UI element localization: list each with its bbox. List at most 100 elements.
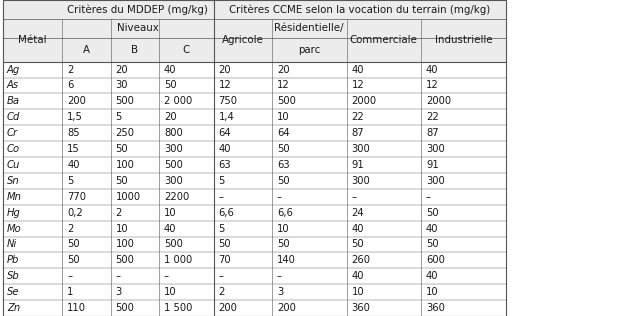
- Text: 5: 5: [67, 176, 73, 186]
- Text: C: C: [183, 45, 190, 55]
- Text: 600: 600: [426, 255, 445, 265]
- Text: 200: 200: [277, 303, 296, 313]
- Text: 40: 40: [426, 271, 438, 281]
- Text: 50: 50: [67, 240, 79, 249]
- Bar: [3, 0, 506, 316]
- Text: 50: 50: [426, 240, 438, 249]
- Text: A: A: [83, 45, 90, 55]
- Text: 6: 6: [67, 81, 73, 90]
- Text: Mn: Mn: [7, 192, 22, 202]
- Text: B: B: [131, 45, 138, 55]
- Text: 10: 10: [164, 287, 176, 297]
- Text: 2 000: 2 000: [164, 96, 192, 106]
- Text: Hg: Hg: [7, 208, 20, 218]
- Text: 15: 15: [67, 144, 80, 154]
- Text: 500: 500: [116, 96, 134, 106]
- Text: 6,6: 6,6: [219, 208, 235, 218]
- Text: 85: 85: [67, 128, 79, 138]
- Text: 12: 12: [351, 81, 365, 90]
- Text: –: –: [219, 192, 224, 202]
- Text: 50: 50: [67, 255, 79, 265]
- Text: Ba: Ba: [7, 96, 20, 106]
- Text: 64: 64: [277, 128, 289, 138]
- Text: 750: 750: [219, 96, 238, 106]
- Bar: [3, 0, 506, 62]
- Text: Résidentielle/: Résidentielle/: [274, 23, 344, 33]
- Text: 2000: 2000: [426, 96, 451, 106]
- Text: –: –: [351, 192, 356, 202]
- Text: 300: 300: [351, 144, 370, 154]
- Text: 20: 20: [164, 112, 176, 122]
- Text: 500: 500: [116, 255, 134, 265]
- Text: 87: 87: [426, 128, 438, 138]
- Text: –: –: [277, 192, 282, 202]
- Text: 1 500: 1 500: [164, 303, 193, 313]
- Text: 500: 500: [116, 303, 134, 313]
- Text: parc: parc: [298, 45, 320, 55]
- Text: 40: 40: [351, 223, 364, 234]
- Text: 6,6: 6,6: [277, 208, 293, 218]
- Text: 50: 50: [219, 240, 231, 249]
- Text: 300: 300: [164, 176, 183, 186]
- Text: 2: 2: [67, 223, 73, 234]
- Text: 12: 12: [277, 81, 290, 90]
- Text: 10: 10: [426, 287, 438, 297]
- Text: 22: 22: [351, 112, 365, 122]
- Text: 20: 20: [116, 64, 128, 75]
- Text: 100: 100: [116, 240, 134, 249]
- Text: Sn: Sn: [7, 176, 20, 186]
- Text: 500: 500: [164, 160, 183, 170]
- Text: 24: 24: [351, 208, 364, 218]
- Text: 300: 300: [164, 144, 183, 154]
- Text: Critères du MDDEP (mg/kg): Critères du MDDEP (mg/kg): [68, 4, 208, 15]
- Text: 20: 20: [219, 64, 231, 75]
- Text: Niveaux: Niveaux: [117, 23, 159, 33]
- Text: 12: 12: [426, 81, 439, 90]
- Text: 140: 140: [277, 255, 296, 265]
- Text: 800: 800: [164, 128, 183, 138]
- Text: Mo: Mo: [7, 223, 22, 234]
- Text: Zn: Zn: [7, 303, 20, 313]
- Text: 91: 91: [426, 160, 439, 170]
- Text: 5: 5: [116, 112, 122, 122]
- Text: 10: 10: [277, 112, 289, 122]
- Text: 40: 40: [219, 144, 231, 154]
- Text: 50: 50: [164, 81, 176, 90]
- Text: Cu: Cu: [7, 160, 20, 170]
- Text: 3: 3: [116, 287, 122, 297]
- Text: Sb: Sb: [7, 271, 20, 281]
- Text: 40: 40: [164, 223, 176, 234]
- Text: Critères CCME selon la vocation du terrain (mg/kg): Critères CCME selon la vocation du terra…: [229, 4, 491, 15]
- Text: 10: 10: [351, 287, 364, 297]
- Text: 360: 360: [351, 303, 370, 313]
- Text: 2000: 2000: [351, 96, 376, 106]
- Text: 250: 250: [116, 128, 135, 138]
- Text: 40: 40: [67, 160, 79, 170]
- Text: 770: 770: [67, 192, 86, 202]
- Text: 110: 110: [67, 303, 86, 313]
- Text: 2: 2: [67, 64, 73, 75]
- Text: –: –: [67, 271, 72, 281]
- Text: 63: 63: [219, 160, 231, 170]
- Text: 70: 70: [219, 255, 231, 265]
- Text: Ni: Ni: [7, 240, 17, 249]
- Text: 50: 50: [426, 208, 438, 218]
- Text: –: –: [277, 271, 282, 281]
- Text: 50: 50: [116, 144, 128, 154]
- Text: 10: 10: [164, 208, 176, 218]
- Text: 1: 1: [67, 287, 73, 297]
- Text: 20: 20: [277, 64, 289, 75]
- Text: 40: 40: [426, 64, 438, 75]
- Text: Cr: Cr: [7, 128, 18, 138]
- Text: Agricole: Agricole: [222, 35, 264, 45]
- Text: 22: 22: [426, 112, 439, 122]
- Text: 30: 30: [116, 81, 128, 90]
- Text: 500: 500: [164, 240, 183, 249]
- Text: 1,5: 1,5: [67, 112, 83, 122]
- Text: –: –: [219, 271, 224, 281]
- Text: –: –: [164, 271, 169, 281]
- Text: 40: 40: [351, 64, 364, 75]
- Text: 300: 300: [426, 176, 445, 186]
- Text: 64: 64: [219, 128, 231, 138]
- Text: Industrielle: Industrielle: [435, 35, 492, 45]
